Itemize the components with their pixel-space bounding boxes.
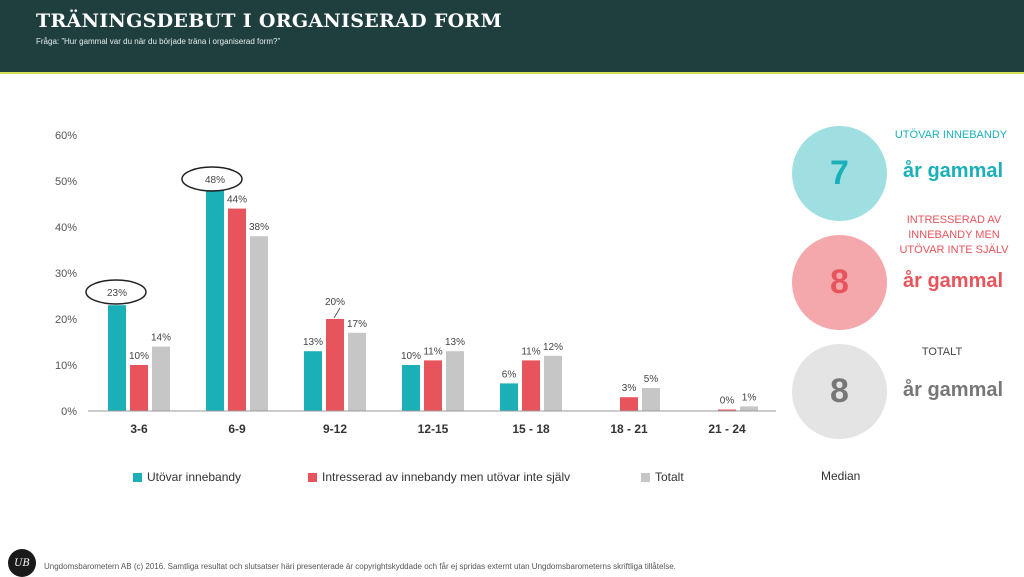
page-title: TRÄNINGSDEBUT I ORGANISERAD FORM — [36, 10, 502, 32]
bar-15-18-s1 — [522, 360, 540, 411]
bar-3-6-s0 — [108, 305, 126, 411]
data-label: 12% — [543, 342, 563, 353]
x-tick-label: 18 - 21 — [610, 422, 648, 436]
median-heading-totalt: TOTALT — [921, 346, 963, 358]
bar-12-15-s0 — [402, 365, 420, 411]
data-label: 11% — [521, 346, 540, 357]
y-tick-label: 60% — [55, 130, 77, 142]
highlight-ellipse-3-6 — [85, 279, 147, 305]
bar-21-24-s1 — [718, 409, 736, 411]
data-label: 10% — [129, 351, 149, 362]
data-label: 17% — [347, 319, 367, 330]
y-tick-label: 40% — [55, 222, 77, 234]
highlight-ellipse-6-9 — [181, 166, 243, 192]
bar-18-21-s1 — [620, 397, 638, 411]
data-label: 14% — [151, 333, 171, 344]
header-bar: TRÄNINGSDEBUT I ORGANISERAD FORM Fråga: … — [0, 0, 1024, 74]
data-label: 3% — [622, 383, 637, 394]
legend-label: Totalt — [655, 470, 684, 484]
median-heading-utovar: UTÖVAR INNEBANDY — [894, 129, 1008, 141]
x-tick-label: 21 - 24 — [708, 422, 746, 436]
bar-15-18-s2 — [544, 355, 562, 411]
y-axis: 0% 10% 20% 30% 40% 50% 60% — [55, 130, 77, 418]
question-subtitle: Fråga: ”Hur gammal var du när du började… — [36, 37, 281, 46]
data-label: 20% — [325, 297, 345, 308]
data-label: 44% — [227, 195, 247, 206]
median-heading-intresserad: INTRESSERAD AV INNEBANDY MEN UTÖVAR INTE… — [899, 214, 1009, 256]
bar-9-12-s1 — [326, 319, 344, 411]
data-label: 10% — [401, 351, 421, 362]
bar-21-24-s2 — [740, 406, 758, 411]
footer-copyright: Ungdomsbarometern AB (c) 2016. Samtliga … — [44, 562, 676, 571]
data-label: 13% — [303, 337, 323, 348]
median-circle-utovar: 7 — [792, 126, 887, 221]
y-tick-label: 10% — [55, 360, 77, 372]
x-tick-label: 3-6 — [130, 422, 148, 436]
x-tick-label: 6-9 — [228, 422, 246, 436]
legend-item-totalt: Totalt — [641, 470, 684, 484]
bar-12-15-s2 — [446, 351, 464, 411]
legend-item-utovar: Utövar innebandy — [133, 470, 241, 484]
legend-label: Intresserad av innebandy men utövar inte… — [322, 470, 571, 484]
callout-line-20 — [333, 307, 341, 319]
data-label: 6% — [502, 369, 517, 380]
median-value-totalt: år gammal — [903, 379, 1004, 401]
median-circle-totalt: 8 — [792, 344, 887, 439]
data-label: 5% — [644, 374, 659, 385]
data-label: 48% — [205, 175, 225, 186]
bar-15-18-s0 — [500, 383, 518, 411]
legend-item-intresserad: Intresserad av innebandy men utövar inte… — [308, 470, 570, 484]
ub-logo: UB — [8, 549, 36, 577]
x-tick-label: 15 - 18 — [512, 422, 550, 436]
bar-9-12-s2 — [348, 332, 366, 411]
median-value-utovar: år gammal — [903, 160, 1004, 182]
x-axis: 3-6 6-9 9-12 12-15 15 - 18 18 - 21 21 - 24 — [130, 422, 746, 436]
bar-6-9-s2 — [250, 236, 268, 411]
bar-6-9-s0 — [206, 190, 224, 411]
y-tick-label: 0% — [61, 406, 77, 418]
data-label: 11% — [423, 346, 442, 357]
data-label: 1% — [742, 392, 757, 403]
bar-series: 23%10%14%48%44%38%13%20%17%10% 11%13%6%11… — [107, 175, 758, 411]
x-tick-label: 9-12 — [323, 422, 347, 436]
legend-swatch-red — [308, 472, 317, 482]
legend-swatch-teal — [133, 472, 142, 482]
x-tick-label: 12-15 — [418, 422, 449, 436]
y-tick-label: 20% — [55, 314, 77, 326]
bar-12-15-s1 — [424, 360, 442, 411]
data-label: 0% — [720, 396, 735, 407]
median-value-intresserad: år gammal — [903, 270, 1004, 292]
median-label: Median — [821, 469, 861, 483]
legend-label: Utövar innebandy — [147, 470, 242, 484]
data-label: 38% — [249, 222, 269, 233]
bar-18-21-s2 — [642, 388, 660, 411]
median-circle-intresserad: 8 — [792, 235, 887, 330]
data-label: 13% — [445, 337, 465, 348]
y-tick-label: 30% — [55, 268, 77, 280]
data-label: 23% — [107, 288, 127, 299]
bar-9-12-s0 — [304, 351, 322, 411]
legend-swatch-gray — [641, 472, 650, 482]
bar-6-9-s1 — [228, 208, 246, 411]
y-tick-label: 50% — [55, 176, 77, 188]
bar-3-6-s1 — [130, 365, 148, 411]
bar-3-6-s2 — [152, 346, 170, 411]
